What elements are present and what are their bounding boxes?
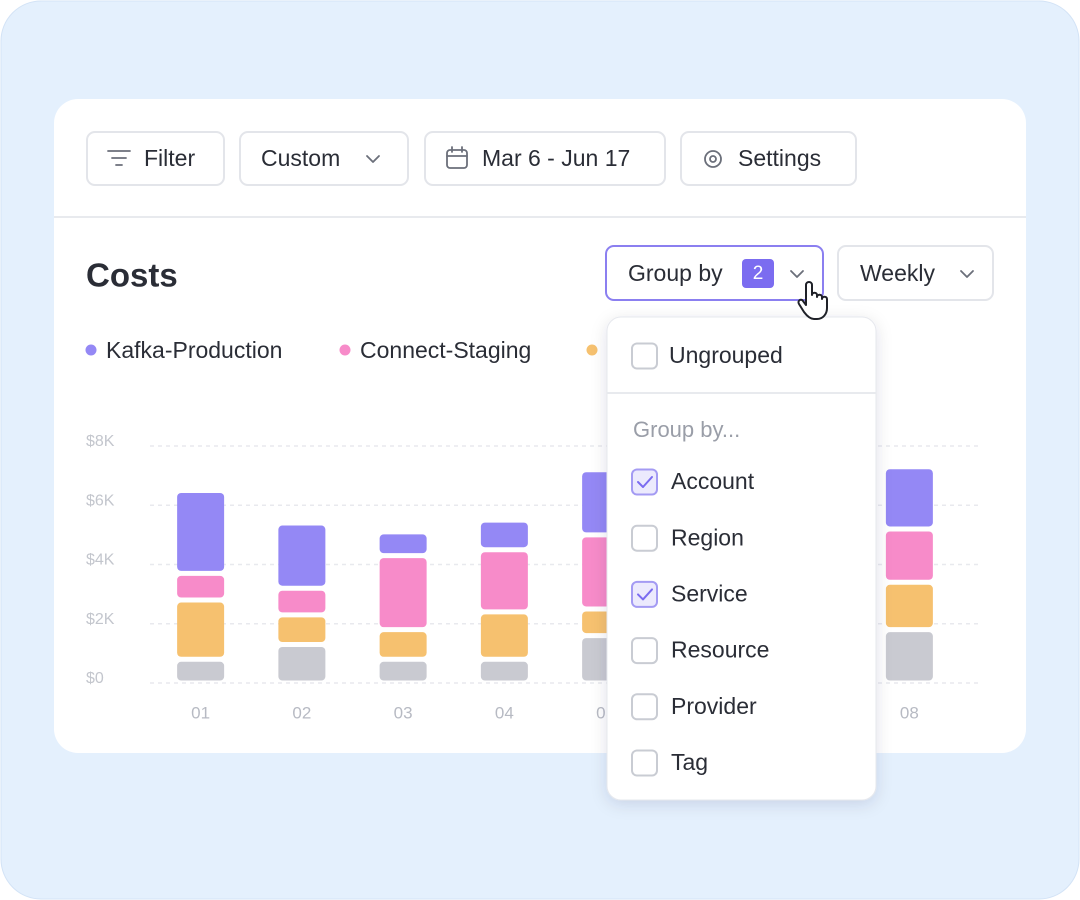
legend-label: Connect-Staging	[360, 337, 531, 363]
y-tick-label: $0	[86, 670, 104, 687]
filter-icon	[107, 150, 131, 166]
cursor	[797, 281, 828, 320]
y-tick-label: $6K	[86, 492, 115, 509]
checkbox	[631, 580, 658, 608]
legend-label: Kafka-Production	[106, 337, 282, 363]
bar-segment	[177, 575, 225, 598]
settings-label: Settings	[738, 145, 821, 171]
group-count-badge	[742, 259, 774, 288]
bar-segment	[480, 614, 528, 657]
checkbox	[631, 637, 658, 665]
chevron	[790, 270, 804, 278]
chevron	[960, 270, 974, 278]
chart-title: Costs	[86, 257, 178, 294]
bar-segment	[885, 632, 933, 681]
bar-segment	[480, 522, 528, 548]
x-tick-label: 03	[394, 703, 413, 722]
calendar-icon	[446, 149, 468, 169]
interval-button[interactable]	[837, 245, 994, 301]
dropdown-option: Resource	[671, 637, 769, 663]
group-by-label: Group by	[628, 260, 723, 286]
dropdown-option: Region	[671, 524, 744, 550]
bar-segment	[480, 661, 528, 681]
bar-segment	[885, 469, 933, 527]
bar-segment	[278, 525, 326, 586]
range-button[interactable]	[239, 131, 409, 186]
y-tick-label: $4K	[86, 552, 115, 569]
date-button[interactable]	[424, 131, 666, 186]
x-tick-label: 02	[292, 703, 311, 722]
bar-segment	[278, 590, 326, 613]
dropdown: Group by... Ungrouped Account Region Servic…	[606, 316, 877, 801]
settings-button[interactable]	[680, 131, 857, 186]
chevron	[366, 155, 380, 163]
x-tick-label: 04	[495, 703, 514, 722]
filter-label: Filter	[144, 145, 195, 171]
bar-segment	[278, 617, 326, 642]
checkbox	[631, 749, 658, 777]
gear-icon	[704, 150, 722, 168]
y-tick-label: $2K	[86, 611, 115, 628]
dropdown-section: Group by...	[633, 417, 740, 442]
interval-label: Weekly	[860, 260, 935, 286]
legend-dot	[586, 344, 598, 356]
checkbox	[631, 693, 658, 721]
dropdown-option: Ungrouped	[669, 342, 783, 368]
x-tick-label: 08	[900, 703, 919, 722]
bar-segment	[885, 584, 933, 628]
legend-dot	[339, 344, 351, 356]
bar-segment	[480, 552, 528, 610]
gear-icon-center	[709, 155, 717, 163]
bar-segment	[379, 534, 427, 554]
dropdown-option: Tag	[671, 749, 708, 775]
bar-segment	[177, 661, 225, 681]
bar-segment	[177, 602, 225, 657]
checkbox	[631, 524, 658, 552]
date-label: Mar 6 - Jun 17	[482, 145, 630, 171]
group-count: 2	[753, 263, 764, 284]
x-tick-label: 01	[191, 703, 210, 722]
bar-segment	[379, 632, 427, 657]
checkbox	[631, 468, 658, 496]
legend-dot	[85, 344, 97, 356]
dropdown-option: Provider	[671, 693, 757, 719]
dropdown-panel	[606, 316, 877, 801]
bar-segment	[379, 661, 427, 681]
toolbar: Filter Custom Mar 6 - Jun 17 Settings	[86, 131, 857, 186]
y-tick-label: $8K	[86, 433, 115, 450]
bar-segment	[278, 646, 326, 681]
calendar-icon-detail	[446, 146, 468, 157]
checkmark	[637, 588, 653, 601]
checkbox	[631, 342, 658, 370]
bar-segment	[885, 531, 933, 580]
bar-segment	[177, 492, 225, 571]
checkmark	[637, 476, 653, 488]
dropdown-option: Service	[671, 580, 748, 606]
bar-segment	[379, 558, 427, 628]
range-label: Custom	[261, 145, 340, 171]
dropdown-option: Account	[671, 468, 755, 494]
filter-button[interactable]	[86, 131, 225, 186]
